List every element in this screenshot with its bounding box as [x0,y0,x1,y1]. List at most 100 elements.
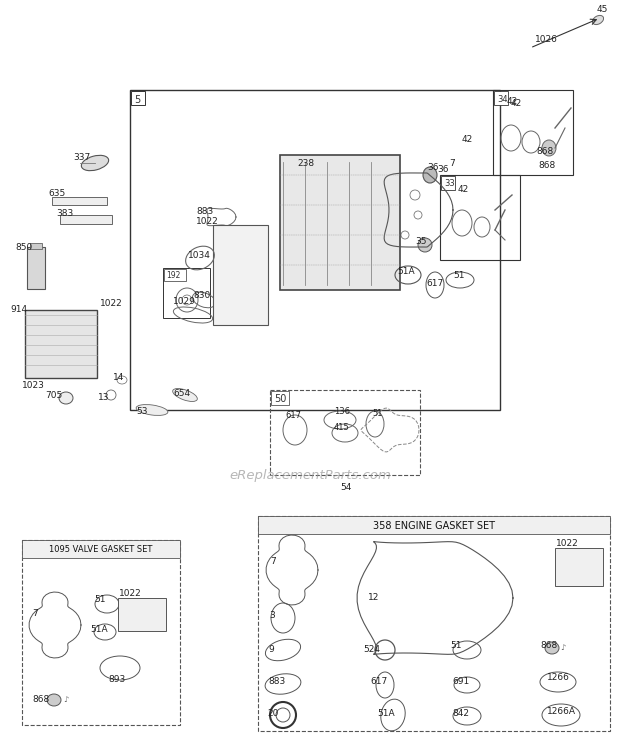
Text: 238: 238 [297,158,314,167]
Bar [494,91,508,105]
Text: 358 ENGINE GASKET SET: 358 ENGINE GASKET SET [373,521,495,531]
Text: eReplacementParts.com: eReplacementParts.com [229,469,391,481]
Text: 9: 9 [268,646,274,655]
Text: 34: 34 [497,94,508,103]
Text: 35: 35 [415,237,427,246]
Text: 54: 54 [340,483,352,492]
Text: 654: 654 [173,388,190,397]
Text: 705: 705 [45,391,62,400]
Text: 1266: 1266 [547,673,570,682]
Bar [271,391,289,405]
Text: 36: 36 [427,164,438,173]
Text: 3: 3 [269,612,275,620]
Ellipse shape [593,16,603,25]
Text: 12: 12 [368,594,379,603]
Text: 51: 51 [453,271,464,280]
Ellipse shape [401,231,409,239]
Bar [131,91,145,105]
Text: 51: 51 [94,595,105,604]
Text: 51: 51 [450,641,461,650]
Text: 7: 7 [270,557,276,565]
Bar [164,269,186,281]
Text: 868: 868 [536,147,553,156]
Bar [213,225,268,325]
Text: 51A: 51A [377,708,394,717]
Text: 1022: 1022 [100,298,123,307]
Bar [441,176,455,190]
Ellipse shape [136,405,168,415]
Text: 883: 883 [196,208,213,217]
Text: 914: 914 [10,306,27,315]
Ellipse shape [414,211,422,219]
Bar [22,540,180,558]
Text: 42: 42 [458,185,469,193]
Bar [280,155,400,290]
Text: 1034: 1034 [188,251,211,260]
Bar [440,175,520,260]
Text: 617: 617 [370,678,388,687]
Text: 617: 617 [285,411,301,420]
Bar [22,540,180,725]
Bar [118,598,166,631]
Text: 7: 7 [32,609,38,618]
Ellipse shape [47,694,61,706]
Bar [52,197,107,205]
Text: 691: 691 [452,676,469,685]
Text: 45: 45 [597,5,608,14]
Ellipse shape [172,388,197,402]
Text: 5: 5 [134,95,140,105]
Bar [27,247,45,289]
Ellipse shape [542,140,556,156]
Text: 192: 192 [166,272,180,280]
Text: 7: 7 [449,158,454,167]
Text: 42: 42 [511,100,522,109]
Text: 14: 14 [113,373,125,382]
Text: 51: 51 [372,408,383,417]
Text: 1023: 1023 [22,380,45,390]
Ellipse shape [81,155,108,170]
Text: ♪: ♪ [560,644,565,652]
Ellipse shape [59,392,73,404]
Text: 136: 136 [334,408,350,417]
Ellipse shape [276,708,290,722]
Text: 868: 868 [538,161,556,170]
Text: 20: 20 [267,710,278,719]
Text: 893: 893 [108,676,125,684]
Ellipse shape [418,238,432,252]
Text: 42: 42 [507,97,518,106]
Text: 337: 337 [73,153,91,161]
Bar [258,516,610,731]
Text: 415: 415 [334,423,350,432]
Text: 1022: 1022 [119,589,142,598]
Text: 53: 53 [136,408,148,417]
Text: ♪: ♪ [63,696,68,705]
Bar [270,390,420,475]
Bar [130,90,500,410]
Text: 1029: 1029 [173,298,196,307]
Text: 13: 13 [98,393,110,402]
Ellipse shape [545,642,559,654]
Text: 51A: 51A [90,626,108,635]
Text: 36: 36 [437,165,448,175]
Bar [555,548,603,586]
Text: 524: 524 [363,646,380,655]
Text: 42: 42 [462,135,473,144]
Text: 868: 868 [32,696,49,705]
Text: 883: 883 [268,678,285,687]
Text: 842: 842 [452,708,469,717]
Bar [258,516,610,534]
Text: 635: 635 [48,188,65,197]
Bar [493,90,573,175]
Bar [25,310,97,378]
Text: 830: 830 [193,290,210,300]
Text: 850: 850 [15,243,32,252]
Ellipse shape [423,167,437,183]
Ellipse shape [410,190,420,200]
Text: 383: 383 [56,208,73,217]
Text: 1022: 1022 [196,217,219,226]
Ellipse shape [182,295,192,305]
Bar [30,243,42,249]
Text: 33: 33 [444,179,454,188]
Text: 1022: 1022 [556,539,578,548]
Text: 617: 617 [426,280,443,289]
